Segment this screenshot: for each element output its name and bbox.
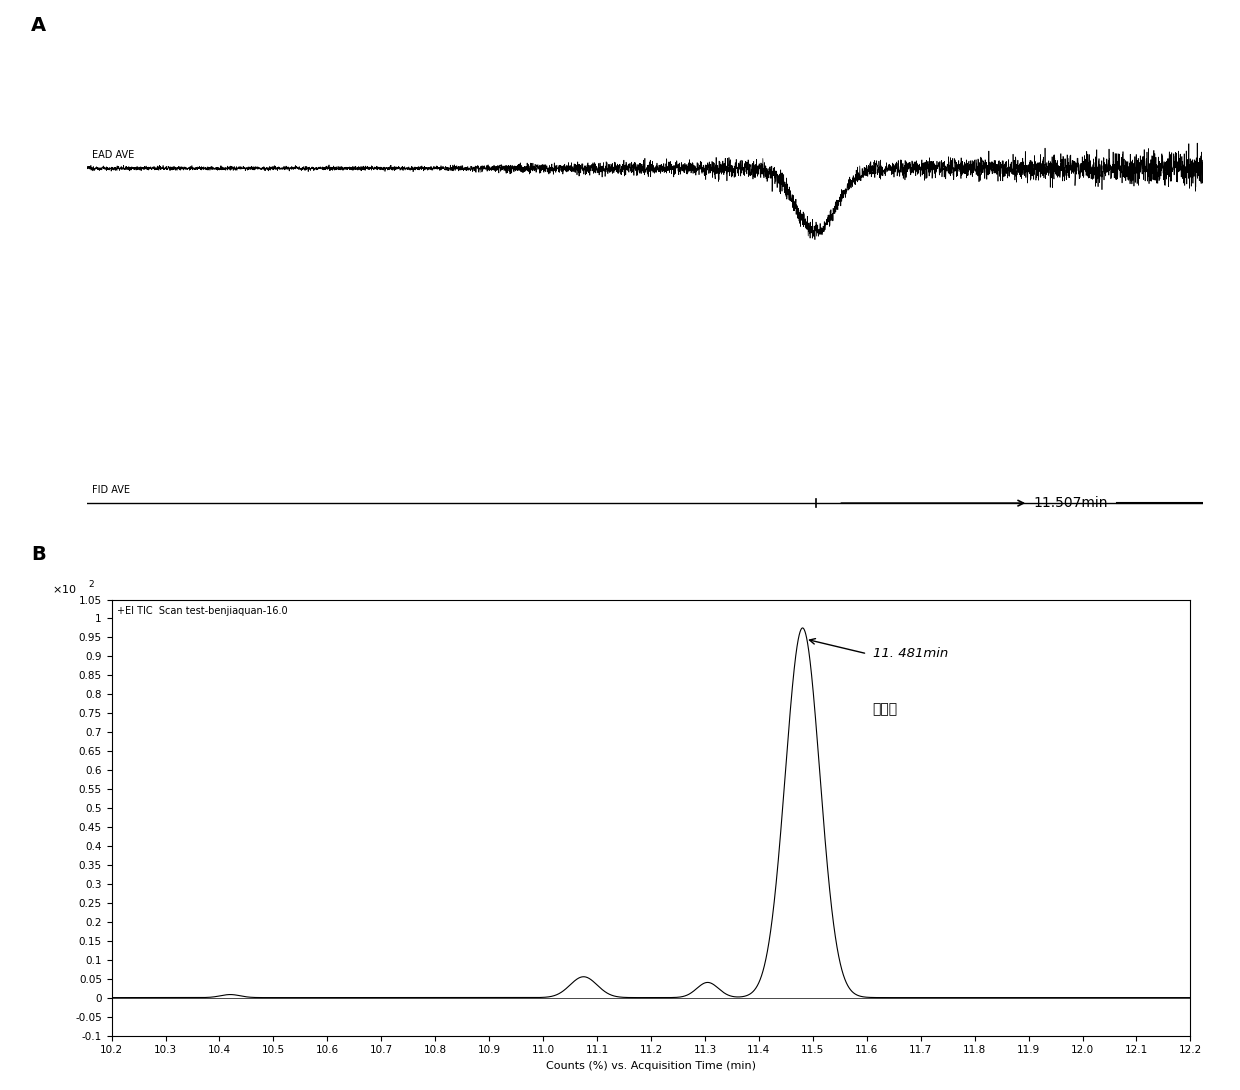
Text: 11. 481min: 11. 481min bbox=[873, 647, 947, 661]
Text: 苯甲醛: 苯甲醛 bbox=[873, 702, 898, 716]
Text: FID AVE: FID AVE bbox=[93, 485, 130, 495]
Text: +EI TIC  Scan test-benjiaquan-16.0: +EI TIC Scan test-benjiaquan-16.0 bbox=[117, 606, 288, 616]
Text: 11.507min: 11.507min bbox=[1034, 496, 1109, 510]
Text: EAD AVE: EAD AVE bbox=[93, 150, 135, 160]
Text: $\times$10: $\times$10 bbox=[52, 583, 77, 595]
Text: A: A bbox=[31, 16, 46, 35]
Text: 2: 2 bbox=[88, 580, 93, 589]
Text: B: B bbox=[31, 545, 46, 564]
X-axis label: Counts (%) vs. Acquisition Time (min): Counts (%) vs. Acquisition Time (min) bbox=[546, 1061, 756, 1070]
